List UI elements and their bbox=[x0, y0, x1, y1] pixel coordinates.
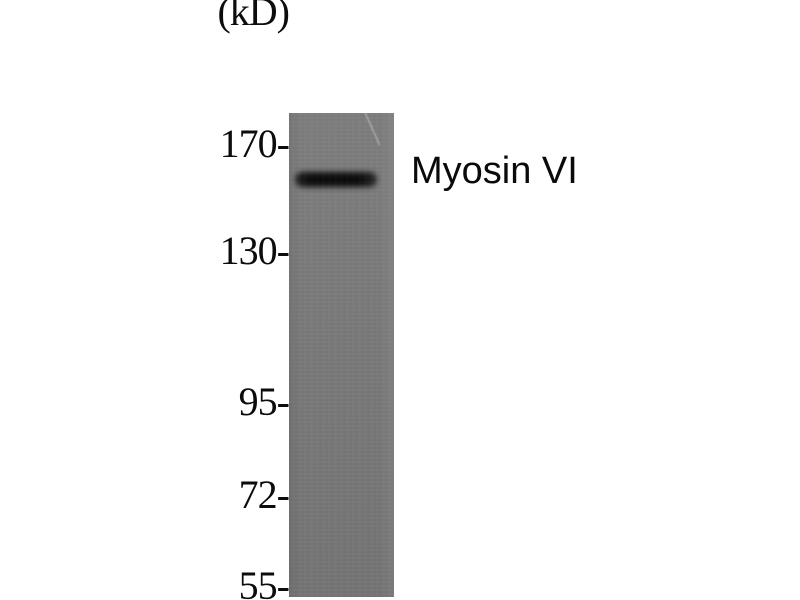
marker-label-55: 55- bbox=[238, 563, 290, 600]
band-annotation: Myosin VI bbox=[411, 150, 578, 192]
marker-label-72: 72- bbox=[238, 472, 290, 517]
protein-band bbox=[295, 172, 377, 187]
marker-label-170: 170- bbox=[219, 121, 290, 166]
kd-unit-label: (kD) bbox=[217, 0, 290, 34]
marker-label-130: 130- bbox=[219, 228, 290, 273]
lane-scratch bbox=[363, 110, 381, 146]
marker-label-95: 95- bbox=[238, 379, 290, 424]
blot-lane bbox=[289, 110, 394, 597]
